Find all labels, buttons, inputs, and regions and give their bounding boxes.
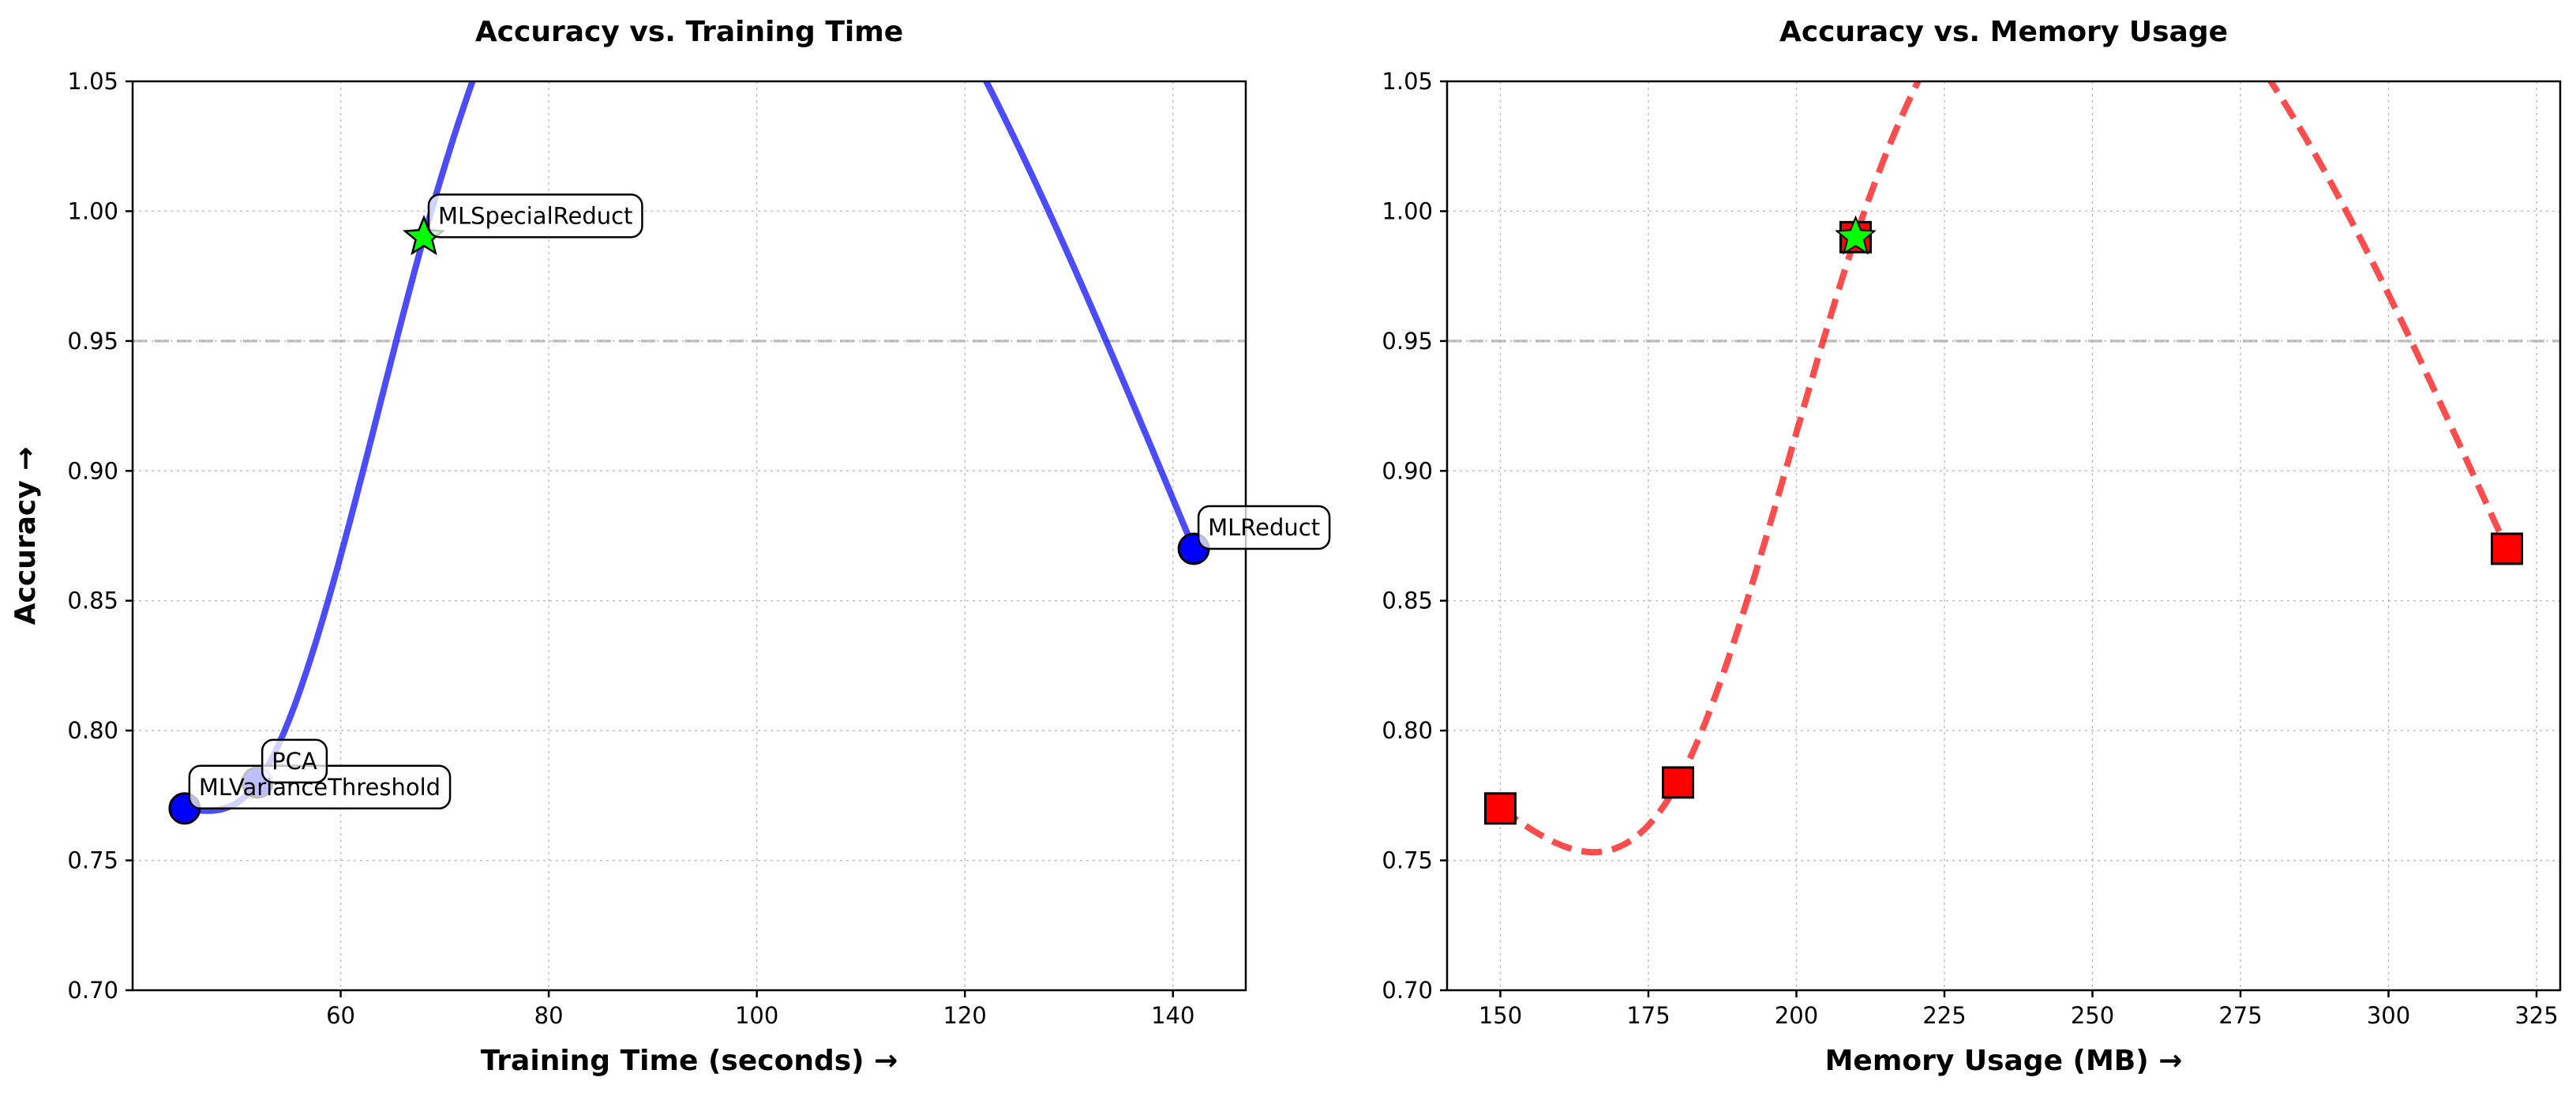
x-tick-label: 60 xyxy=(326,1002,355,1029)
x-tick-label: 325 xyxy=(2514,1002,2558,1029)
chart-title: Accuracy vs. Training Time xyxy=(475,16,903,48)
annotation-box xyxy=(427,193,643,238)
y-tick-label: 0.75 xyxy=(67,847,118,874)
point-annotation: MLReduct xyxy=(1197,505,1331,550)
annotation-box xyxy=(1197,505,1331,550)
y-tick-label: 0.75 xyxy=(1382,847,1433,874)
y-tick-label: 0.70 xyxy=(67,977,118,1004)
x-tick-label: 140 xyxy=(1151,1002,1194,1029)
y-tick-label: 1.00 xyxy=(67,197,118,224)
data-point xyxy=(2491,532,2523,565)
chart-training-time: 60 80 100 120 140 0.70 0.75 0.80 0.85 0.90 0.95 1.0… xyxy=(9,16,1331,1077)
y-tick-label: 1.05 xyxy=(1382,68,1433,95)
y-tick-label: 0.85 xyxy=(67,588,118,614)
plot-frame xyxy=(1445,80,2562,992)
y-tick-label: 1.05 xyxy=(67,68,118,95)
chart-memory-usage: 150 175 200 225 250 275 300 325 0.70 0.75 0.80 0.85… xyxy=(1382,16,2562,1077)
annotation-label: PCA xyxy=(272,748,317,775)
y-axis-label: Accuracy → xyxy=(9,447,42,625)
x-axis-label: Training Time (seconds) → xyxy=(481,1045,898,1077)
y-tick-label: 0.95 xyxy=(1382,328,1433,355)
annotation-label: MLSpecialReduct xyxy=(438,202,632,229)
x-tick-label: 100 xyxy=(735,1002,778,1029)
x-axis-label: Memory Usage (MB) → xyxy=(1825,1045,2183,1077)
x-tick-label: 250 xyxy=(2071,1002,2114,1029)
point-annotation: MLSpecialReduct xyxy=(427,193,643,238)
trend-curve xyxy=(184,81,1197,814)
trend-curve xyxy=(1498,81,2510,856)
y-tick-label: 0.70 xyxy=(1382,977,1433,1004)
x-tick-label: 300 xyxy=(2367,1002,2410,1029)
data-point xyxy=(1662,766,1694,799)
x-tick-label: 275 xyxy=(2218,1002,2262,1029)
y-tick-label: 1.00 xyxy=(1382,197,1433,224)
y-tick-label: 0.95 xyxy=(67,328,118,355)
x-tick-label: 175 xyxy=(1626,1002,1670,1029)
x-tick-label: 225 xyxy=(1922,1002,1966,1029)
y-tick-label: 0.85 xyxy=(1382,588,1433,614)
x-tick-label: 120 xyxy=(943,1002,987,1029)
x-tick-label: 200 xyxy=(1775,1002,1818,1029)
y-tick-label: 0.90 xyxy=(1382,457,1433,484)
y-tick-label: 0.80 xyxy=(67,717,118,744)
y-tick-label: 0.90 xyxy=(67,457,118,484)
annotation-box xyxy=(261,738,328,784)
x-tick-label: 80 xyxy=(534,1002,564,1029)
annotation-label: MLReduct xyxy=(1208,514,1320,541)
data-point xyxy=(1484,792,1517,825)
point-annotation: PCA xyxy=(261,738,328,784)
x-tick-label: 150 xyxy=(1479,1002,1522,1029)
best-point-star xyxy=(1835,215,1877,255)
chart-title: Accuracy vs. Memory Usage xyxy=(1779,16,2228,48)
y-tick-label: 0.80 xyxy=(1382,717,1433,744)
